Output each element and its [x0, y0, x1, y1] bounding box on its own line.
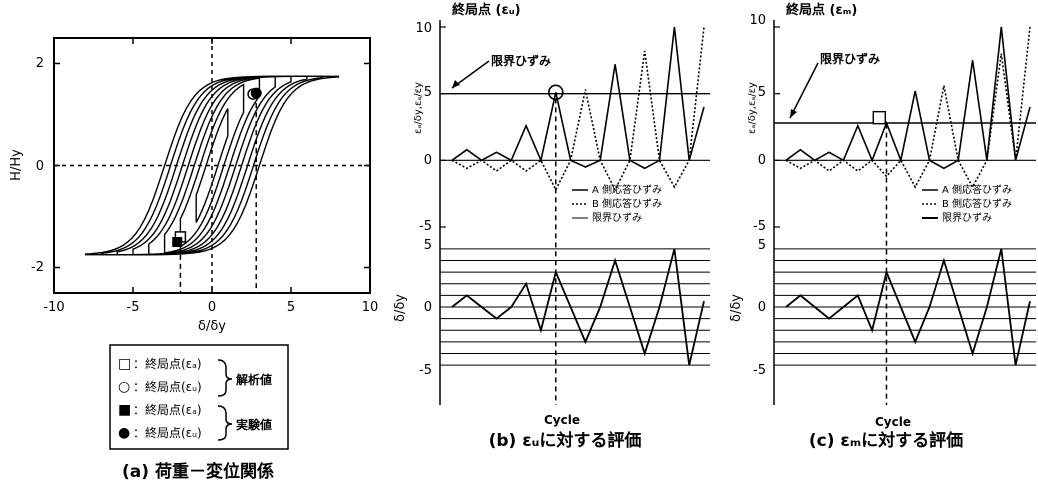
panel-a-hysteresis-loop-5: [132, 75, 292, 256]
panel-a-marker-filled-circle: [250, 87, 262, 99]
legend-item-1-text: ：終局点(εₐ): [133, 356, 202, 371]
panel-c-title: 終局点 (εₘ): [786, 2, 857, 18]
panel-a-legend-box: [109, 344, 289, 450]
panel-a-hysteresis-loop-1: [195, 108, 229, 223]
panel-a-ytick-0: 0: [36, 159, 44, 174]
panel-c-bot-ytick-neg5: -5: [753, 363, 766, 378]
panel-a-caption: (a) 荷重－変位関係: [122, 461, 274, 482]
panel-c-top-ylabel: εₐ/δy,εₐ/εy: [747, 82, 758, 134]
panel-c-top-ytick-10: 10: [749, 13, 766, 28]
panel-a-xtick-0: 0: [208, 300, 216, 315]
panel-a-xtick-10: 10: [362, 300, 379, 315]
panel-b-top-ytick-0: 0: [424, 153, 432, 168]
legend-item-3-text: ：終局点(εₐ): [133, 402, 202, 417]
panel-a-marker-filled-square: [172, 237, 183, 247]
panel-b-bot-ytick-neg5: -5: [419, 363, 432, 378]
panel-a-xtick-neg5: -5: [127, 300, 140, 315]
panel-b-xlabel: Cycle: [544, 413, 580, 427]
panel-a-hysteresis-loop-8: [84, 75, 340, 256]
panel-b-legend-limit: 限界ひずみ: [592, 212, 642, 224]
panel-a-xtick-5: 5: [287, 300, 295, 315]
panel-a-plot: [53, 38, 371, 293]
panel-b-bot-ytick-0: 0: [424, 300, 432, 315]
panel-b-top-ytick-5: 5: [424, 85, 432, 100]
panel-b-legend-a: A 側応答ひずみ: [592, 183, 662, 196]
panel-b-series-b: [451, 26, 705, 192]
panel-a-xlabel: δ/δy: [198, 319, 226, 334]
panel-a: 2 0 -2 -10 -5 0 5 10 δ/δy H/Hy □ ：終局点(εₐ…: [9, 37, 379, 482]
legend-item-4-text: ：終局点(εᵤ): [133, 425, 202, 440]
panel-b-bottom-ylabel: δ/δy: [393, 294, 408, 322]
legend-group-experiment: 実験値: [236, 417, 272, 432]
panel-c-bot-ytick-5: 5: [758, 238, 766, 253]
panel-b-top-ytick-neg5: -5: [419, 219, 432, 234]
legend-item-2-symbol: ○: [118, 379, 130, 395]
panel-c-annotation: 限界ひずみ: [820, 51, 880, 66]
panel-a-ylabel: H/Hy: [9, 149, 24, 181]
legend-item-3-symbol: ■: [118, 402, 131, 418]
panel-c-caption: (c) εₘに対する評価: [809, 430, 963, 451]
panel-c-annotation-arrow: [789, 62, 819, 119]
panel-c-plot: [773, 20, 1036, 405]
panel-c-arrowhead: [790, 109, 797, 118]
panel-b-caption: (b) εᵤに対する評価: [489, 430, 642, 451]
panel-c-legend-limit: 限界ひずみ: [942, 212, 992, 224]
panel-a-xtick-neg10: -10: [43, 300, 64, 315]
panel-c-series-a: [785, 26, 1031, 170]
panel-c-legend-a: A 側応答ひずみ: [942, 183, 1012, 196]
panel-b-series-a: [451, 26, 705, 170]
panel-c-legend-b: B 側応答ひずみ: [942, 197, 1012, 210]
panel-b-arrowhead: [452, 80, 460, 88]
panel-a-hysteresis-loop-4: [148, 76, 276, 255]
legend-item-4-symbol: ●: [118, 425, 130, 441]
panel-c-top-ytick-0: 0: [758, 153, 766, 168]
panel-c-displacement-series: [785, 248, 1031, 366]
panel-c-xlabel: Cycle: [875, 415, 911, 429]
panel-b: 終局点 (εᵤ) 10 5 0 -5 5 0 -5 εₐ/δy,εₐ/εy δ/…: [393, 2, 710, 451]
panel-c-bot-ytick-0: 0: [758, 300, 766, 315]
legend-brace-analysis: [217, 359, 233, 397]
panel-b-top-ytick-10: 10: [415, 21, 432, 36]
panel-c-bottom-ylabel: δ/δy: [729, 294, 744, 322]
panel-b-annotation: 限界ひずみ: [491, 53, 551, 68]
panel-c: 終局点 (εₘ) 10 5 0 -5 5 0 -5 εₐ/δy,εₐ/εy δ/…: [729, 2, 1036, 451]
panel-c-marker-open-square: [872, 110, 886, 125]
panel-c-top-ytick-5: 5: [758, 85, 766, 100]
panel-b-top-ylabel: εₐ/δy,εₐ/εy: [413, 82, 424, 134]
panel-b-bot-ytick-5: 5: [424, 238, 432, 253]
panel-a-hysteresis-loop-2: [179, 83, 245, 248]
panel-b-displacement-series: [451, 248, 705, 366]
panel-a-ytick-2: 2: [36, 56, 44, 71]
legend-group-analysis: 解析値: [236, 372, 272, 387]
panel-b-legend-b: B 側応答ひずみ: [592, 197, 662, 210]
panel-b-title: 終局点 (εᵤ): [452, 2, 521, 18]
panel-c-top-ytick-neg5: -5: [753, 219, 766, 234]
panel-b-plot: [439, 20, 710, 405]
legend-item-1-symbol: □: [118, 356, 131, 372]
legend-brace-experiment: [217, 405, 233, 441]
legend-item-2-text: ：終局点(εᵤ): [133, 379, 202, 394]
panel-a-ytick-neg2: -2: [31, 260, 44, 275]
